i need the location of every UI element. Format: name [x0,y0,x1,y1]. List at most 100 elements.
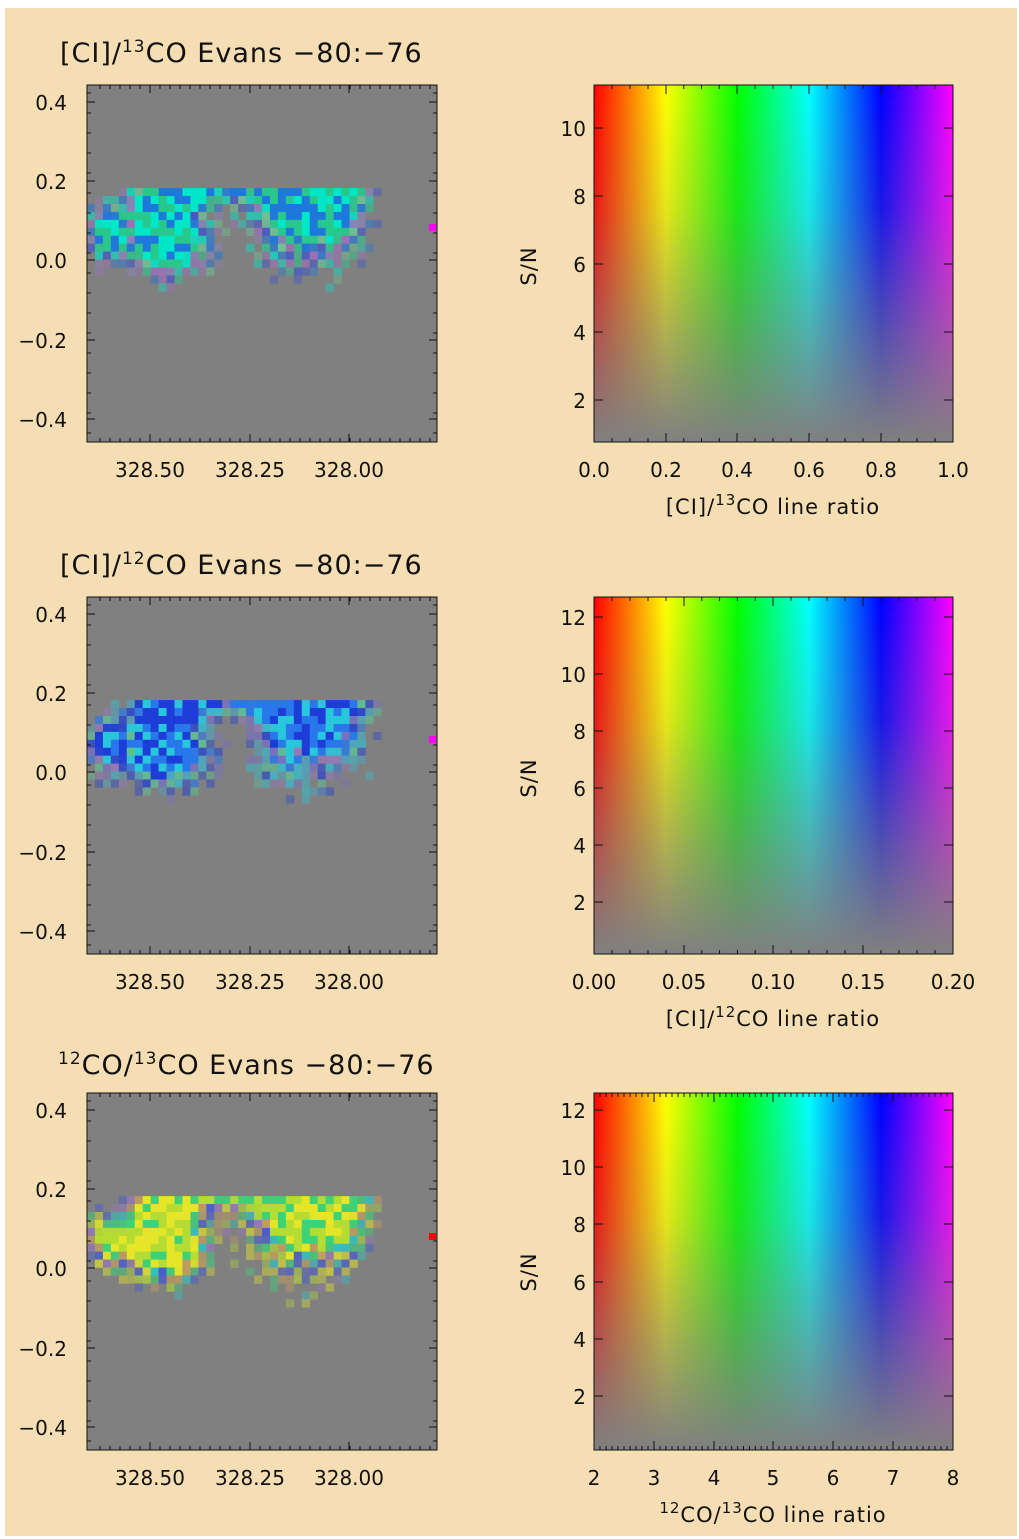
map-pixel [230,1212,239,1221]
map-pixel [190,1251,199,1260]
map-pixel [293,723,303,733]
map-pixel [182,259,191,268]
map-pixel [166,795,175,804]
map-pixel [285,204,295,213]
key-3-ytick: 8 [573,1213,586,1237]
map-pixel [150,739,159,749]
map-pixel [150,731,159,741]
map-pixel [269,1251,279,1260]
map-pixel [118,1243,128,1252]
map-pixel [301,1219,311,1229]
map-pixel [222,227,231,237]
map-pixel [206,747,215,756]
map-pixel [174,723,183,733]
map-pixel [277,211,287,221]
map-pixel [110,739,120,749]
map-pixel [214,196,223,205]
map-pixel [134,1283,143,1292]
map-pixel [166,739,175,749]
map-3-xtick: 328.50 [115,1466,185,1490]
map-pixel [222,1204,231,1213]
map-pixel [333,251,342,260]
map-pixel [198,1259,207,1268]
map-pixel [309,188,318,197]
map-pixel [158,787,167,796]
map-pixel [190,243,199,252]
map-pixel [198,188,207,197]
map-pixel [166,196,175,205]
map-pixel [174,204,183,213]
map-pixel [301,787,311,796]
map-pixel [269,1243,279,1252]
map-pixel [317,771,326,780]
map-pixel [174,1204,183,1213]
map-pixel [126,1212,136,1221]
map-pixel [325,731,334,741]
map-pixel [246,1251,255,1260]
map-pixel [254,763,263,772]
map-pixel [166,747,175,756]
map-pixel [166,235,175,244]
map-pixel [214,219,223,229]
map-pixel [365,1212,374,1221]
map-pixel [262,731,271,741]
map-pixel [198,267,207,276]
map-pixel [262,755,271,764]
map-pixel [142,787,151,796]
map-pixel [293,1227,303,1237]
map-pixel [174,763,183,772]
map-pixel [230,188,239,197]
map-pixel [341,1227,350,1237]
map-pixel [110,747,120,756]
map-pixel [94,763,104,772]
map-pixel [198,723,207,733]
map-pixel [262,771,271,780]
map-pixel [150,716,159,725]
map-pixel [110,251,120,260]
map-pixel [102,204,112,213]
map-pixel [206,739,215,749]
map-pixel [309,1267,318,1276]
map-pixel [158,755,167,764]
map-pixel [126,211,136,221]
map-pixel [325,227,334,237]
map-pixel [102,708,112,717]
map-pixel [206,243,215,252]
map-pixel [309,1243,318,1252]
map-pixel [94,1219,104,1229]
map-pixel [206,1204,215,1213]
map-pixel [269,739,279,749]
map-pixel [277,204,287,213]
map-pixel [230,211,239,221]
map-pixel [293,227,303,237]
map-pixel [309,1227,318,1237]
map-pixel [190,787,199,796]
map-panel-2: [CI]/12CO Evans −80:−76 0.4 0.2 0.0 −0.2… [18,549,438,994]
map-pixel [301,1259,311,1268]
map-pixel [269,204,279,213]
map-pixel [102,739,112,749]
map-pixel [182,188,191,197]
map-pixel [166,227,175,237]
map-pixel [150,251,159,260]
map-pixel [238,716,247,725]
map-pixel [333,708,342,717]
map-pixel [182,1275,191,1284]
map-pixel [341,1219,350,1229]
map-pixel [341,1259,350,1268]
map-pixel [158,211,167,221]
map-1-ytick: −0.2 [18,329,67,353]
map-pixel [126,731,136,741]
map-pixel [87,771,96,780]
map-pixel [134,708,143,717]
map-pixel [365,700,374,709]
map-pixel [349,251,358,260]
key-2-xtick: 0.15 [841,970,886,994]
map-pixel [190,1204,199,1213]
map-pixel [174,267,183,276]
map-pixel [142,771,151,780]
map-pixel [94,219,104,229]
map-pixel [182,219,191,229]
map-pixel [134,1212,143,1221]
map-pixel [285,700,295,709]
